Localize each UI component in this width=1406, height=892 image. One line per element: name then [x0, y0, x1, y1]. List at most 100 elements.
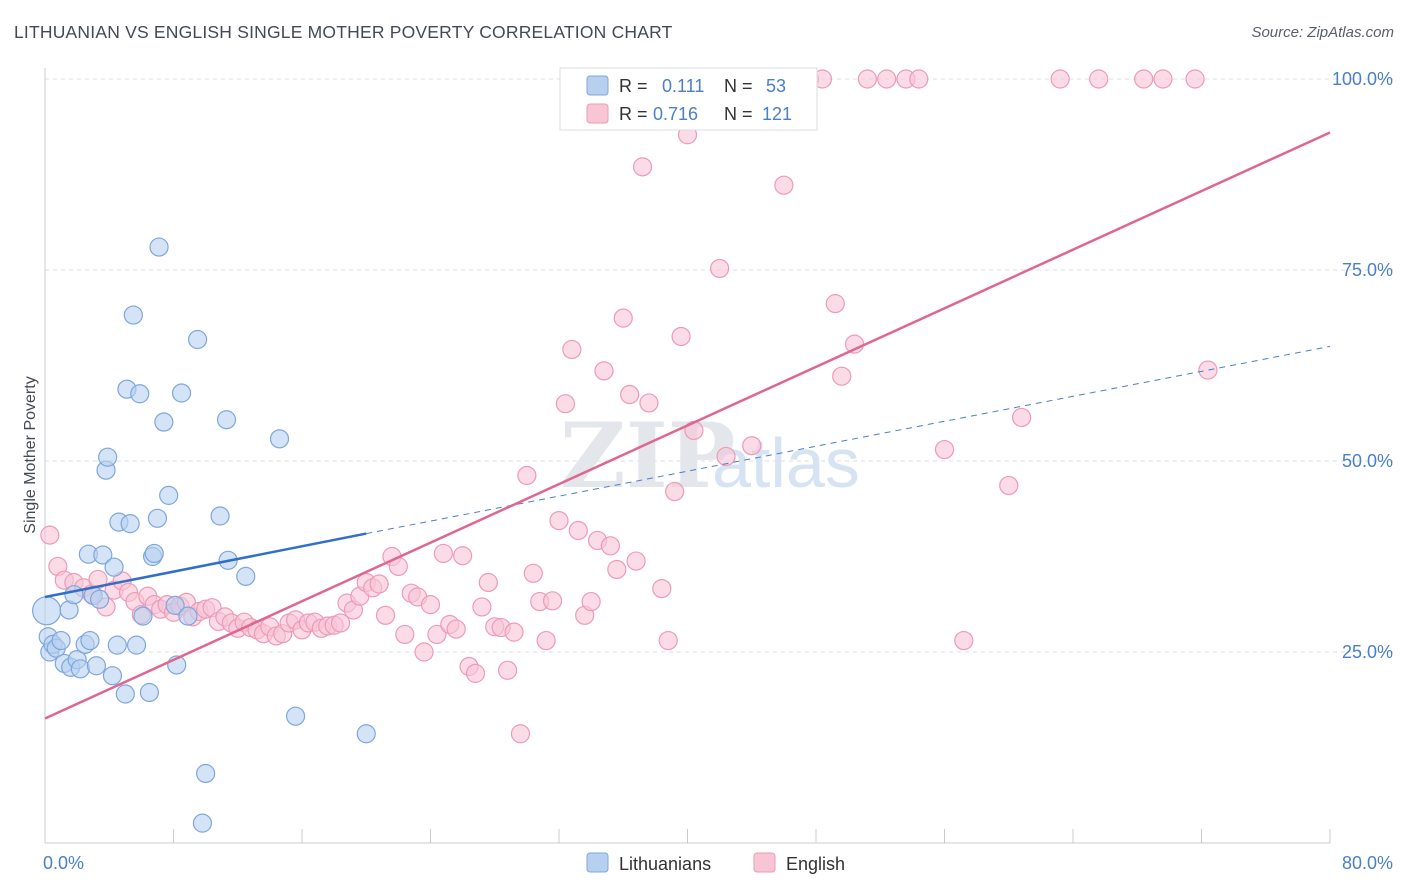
english-point-111	[857, 69, 878, 89]
legend-label-lithuanians: Lithuanians	[619, 854, 711, 874]
y-tick-label-2: 75.0%	[1342, 260, 1393, 280]
stats-n-label-1: N =	[724, 76, 753, 96]
english-point-93	[652, 578, 672, 599]
english-point-82	[581, 591, 601, 612]
english-point-120	[1089, 69, 1109, 89]
watermark-atlas: atlas	[712, 424, 860, 502]
lithuanian-point-38	[165, 595, 185, 615]
lithuanian-point-37	[159, 485, 179, 505]
english-point-71	[510, 724, 531, 744]
english-point-122	[1153, 69, 1173, 89]
english-point-65	[472, 597, 492, 617]
english-point-62	[453, 546, 473, 566]
lithuanian-point-16	[90, 589, 110, 609]
stats-n-value-2: 121	[762, 104, 792, 124]
legend-swatch-lithuanians	[586, 852, 609, 873]
series-legend: Lithuanians English	[586, 852, 845, 874]
lithuanian-point-5	[51, 630, 71, 651]
y-tick-label-1: 50.0%	[1342, 451, 1393, 471]
english-point-73	[523, 563, 543, 583]
english-point-114	[909, 69, 929, 89]
stats-r-value-2: 0.716	[653, 104, 698, 124]
english-point-72	[517, 465, 537, 486]
lithuanian-point-50	[285, 706, 306, 726]
english-point-61	[446, 619, 466, 639]
lithuanian-point-46	[216, 410, 237, 430]
lithuanian-point-15	[86, 656, 107, 676]
english-point-0	[40, 525, 60, 545]
lithuanian-point-19	[98, 447, 118, 467]
english-point-79	[562, 339, 582, 360]
english-point-112	[877, 69, 897, 89]
english-point-75	[536, 630, 556, 651]
english-point-101	[716, 446, 736, 467]
english-point-87	[613, 308, 633, 328]
lithuanian-point-52	[64, 585, 84, 605]
lithuanian-point-34	[147, 508, 168, 528]
english-point-94	[658, 630, 678, 651]
lithuanian-point-27	[123, 305, 143, 325]
lithuanian-point-24	[115, 684, 135, 704]
lithuanian-point-42	[187, 329, 208, 350]
english-point-108	[825, 294, 845, 314]
lithuanian-point-31	[139, 682, 160, 703]
lithuanian-point-28	[126, 635, 147, 655]
english-point-86	[607, 559, 627, 580]
english-point-118	[1011, 407, 1032, 428]
chart-title: LITHUANIAN VS ENGLISH SINGLE MOTHER POVE…	[14, 22, 673, 42]
lithuanian-point-22	[107, 635, 127, 655]
english-trend-solid	[44, 131, 1331, 720]
lithuanian-point-43	[192, 813, 213, 833]
english-point-50	[375, 605, 396, 625]
english-point-116	[954, 630, 974, 651]
trend-lines	[44, 131, 1331, 720]
lithuanian-point-44	[196, 763, 216, 784]
english-point-90	[632, 157, 653, 177]
english-point-84	[594, 361, 614, 381]
english-point-124	[1198, 360, 1218, 380]
english-point-56	[414, 642, 434, 662]
stats-r-label-2: R =	[619, 104, 648, 124]
english-point-95	[665, 481, 685, 502]
axes	[44, 68, 1331, 844]
english-point-58	[427, 624, 447, 645]
lithuanian-point-26	[120, 514, 140, 534]
english-point-53	[395, 624, 415, 645]
y-tick-label-3: 100.0%	[1332, 69, 1393, 89]
lithuanian-point-29	[130, 384, 150, 404]
chart-source: Source: ZipAtlas.com	[1251, 24, 1394, 41]
lithuanian-point-40	[171, 383, 192, 403]
english-point-64	[465, 663, 486, 683]
lithuanian-point-30	[133, 606, 153, 626]
stats-swatch-lithuanians	[586, 75, 609, 96]
tick-labels: 25.0% 50.0% 75.0% 100.0% 0.0% 80.0%	[43, 69, 1393, 873]
english-point-96	[671, 326, 691, 347]
lithuanian-point-41	[178, 606, 198, 626]
lithuanian-point-49	[269, 429, 290, 449]
english-point-69	[498, 660, 518, 680]
english-point-123	[1185, 69, 1205, 89]
lithuanian-point-51	[356, 724, 376, 744]
lithuanian-point-36	[154, 412, 174, 432]
english-point-43	[330, 613, 351, 633]
english-point-105	[774, 175, 794, 195]
english-point-66	[478, 572, 498, 593]
english-point-103	[742, 436, 762, 456]
english-point-76	[542, 591, 563, 611]
english-point-100	[710, 258, 730, 279]
x-tick-label-0: 0.0%	[43, 853, 84, 873]
stats-n-label-2: N =	[724, 104, 753, 124]
stats-r-label-1: R =	[619, 76, 648, 96]
y-axis-label: Single Mother Poverty	[22, 376, 39, 533]
english-point-88	[620, 384, 640, 405]
english-point-78	[555, 394, 576, 414]
english-point-121	[1134, 69, 1154, 89]
english-point-77	[549, 510, 569, 531]
watermark: ZIP atlas	[560, 403, 860, 509]
x-tick-label-1: 80.0%	[1342, 853, 1393, 873]
english-point-49	[369, 574, 389, 594]
english-point-85	[600, 536, 621, 556]
lithuanian-point-10	[70, 659, 90, 679]
lithuanian-trend-solid	[44, 532, 367, 599]
